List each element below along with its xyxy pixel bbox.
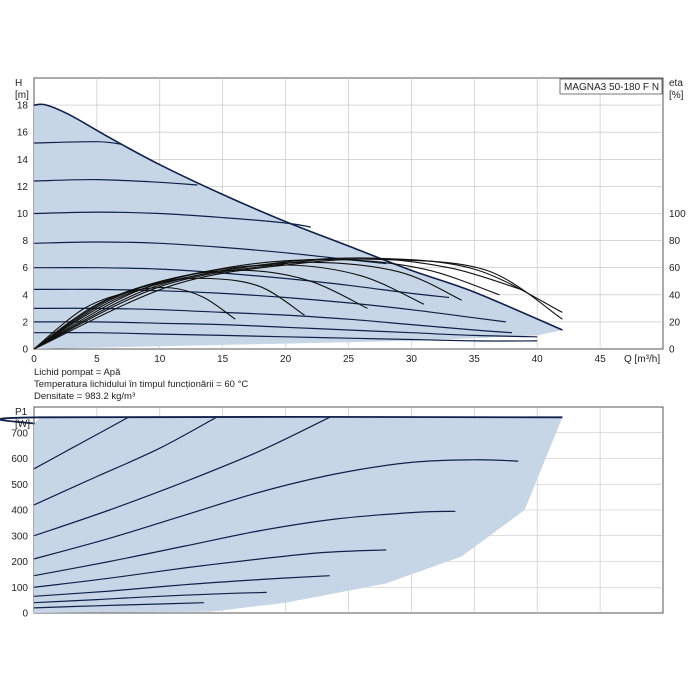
efficiency-tick-label: 20 — [669, 317, 681, 328]
power-curve — [33, 416, 330, 537]
head-curve — [33, 332, 538, 342]
power-curve — [33, 591, 267, 604]
head-curves — [33, 141, 538, 342]
temperature-note: Temperatura lichidului în timpul funcțio… — [34, 379, 249, 390]
power-axis-unit: [W] — [15, 419, 30, 430]
efficiency-tick-label: 40 — [669, 290, 681, 301]
head-curve — [33, 211, 311, 228]
efficiency-curves — [33, 257, 563, 350]
head-operating-area — [33, 103, 563, 349]
efficiency-curve — [33, 257, 563, 350]
efficiency-tick-label: 100 — [669, 209, 686, 220]
head-curve — [33, 267, 450, 299]
efficiency-axis-ticks: 0 20 40 60 80 100 — [669, 209, 686, 356]
efficiency-curve — [33, 269, 368, 350]
head-axis-unit: [m] — [15, 90, 29, 101]
power-curve — [33, 602, 204, 609]
power-curve — [33, 416, 129, 470]
power-curve — [33, 459, 519, 560]
flow-tick-label: 35 — [469, 354, 481, 365]
power-operating-area — [34, 417, 563, 613]
flow-tick-label: 0 — [31, 354, 37, 365]
head-curve — [33, 141, 123, 145]
power-tick-label: 200 — [11, 557, 28, 568]
head-tick-label: 18 — [17, 101, 29, 112]
power-tick-label: 300 — [11, 531, 28, 542]
efficiency-axis-unit: [%] — [669, 90, 684, 101]
power-tick-label: 500 — [11, 480, 28, 491]
power-tick-label: 600 — [11, 454, 28, 465]
efficiency-curve — [33, 257, 525, 350]
head-axis-label: H — [15, 78, 22, 89]
head-tick-label: 8 — [22, 236, 28, 247]
efficiency-axis-label: eta — [669, 78, 683, 89]
efficiency-tick-label: 60 — [669, 263, 681, 274]
liquid-note: Lichid pompat = Apă — [34, 367, 121, 378]
head-curve — [33, 321, 538, 338]
power-axis-label: P1 — [15, 407, 28, 418]
flow-axis-ticks: 0 5 10 15 20 25 30 35 40 45 — [31, 354, 606, 365]
efficiency-curve — [33, 258, 563, 350]
flow-tick-label: 25 — [343, 354, 355, 365]
head-tick-label: 16 — [17, 128, 29, 139]
power-operating-area-fill — [34, 417, 563, 613]
power-tick-label: 400 — [11, 506, 28, 517]
head-tick-label: 14 — [17, 155, 29, 166]
efficiency-curve — [33, 264, 425, 350]
power-curve — [33, 416, 217, 506]
head-curve — [33, 178, 198, 186]
flow-tick-label: 40 — [532, 354, 544, 365]
power-axis-ticks: 0 100 200 300 400 500 600 700 — [11, 428, 28, 619]
efficiency-curve — [33, 258, 500, 350]
flow-tick-label: 5 — [94, 354, 100, 365]
flow-tick-label: 45 — [595, 354, 607, 365]
power-curve — [33, 510, 456, 577]
head-tick-label: 2 — [22, 317, 28, 328]
flow-tick-label: 20 — [280, 354, 292, 365]
power-tick-label: 700 — [11, 428, 28, 439]
head-tick-label: 6 — [22, 263, 28, 274]
flow-tick-label: 10 — [154, 354, 166, 365]
max-head-curve — [33, 103, 563, 331]
power-curve — [33, 549, 387, 588]
head-axis-ticks: 0 2 4 6 8 10 12 14 16 18 — [17, 101, 29, 356]
head-tick-label: 0 — [22, 345, 28, 356]
model-label: MAGNA3 50-180 F N — [564, 82, 659, 93]
head-tick-label: 10 — [17, 209, 29, 220]
power-curve — [0, 415, 563, 425]
head-curve — [33, 288, 506, 323]
head-tick-label: 4 — [22, 290, 28, 301]
power-curves — [0, 415, 563, 609]
power-tick-label: 0 — [22, 609, 28, 620]
flow-tick-label: 15 — [217, 354, 229, 365]
model-label-box — [559, 78, 663, 95]
power-curve — [33, 575, 330, 597]
flow-tick-label: 30 — [406, 354, 418, 365]
head-tick-label: 12 — [17, 182, 29, 193]
efficiency-tick-label: 0 — [669, 345, 675, 356]
efficiency-tick-label: 80 — [669, 236, 681, 247]
power-tick-label: 100 — [11, 583, 28, 594]
head-flow-chart: 0 5 10 15 20 25 30 35 40 45 0 2 4 6 8 10 12 14 16 18 0 20 40… — [15, 77, 686, 365]
flow-axis-label: Q [m³/h] — [624, 354, 660, 365]
power-flow-chart: 0 100 200 300 400 500 600 700 P1 [W] — [0, 406, 664, 620]
density-note: Densitate = 983.2 kg/m³ — [34, 391, 136, 402]
